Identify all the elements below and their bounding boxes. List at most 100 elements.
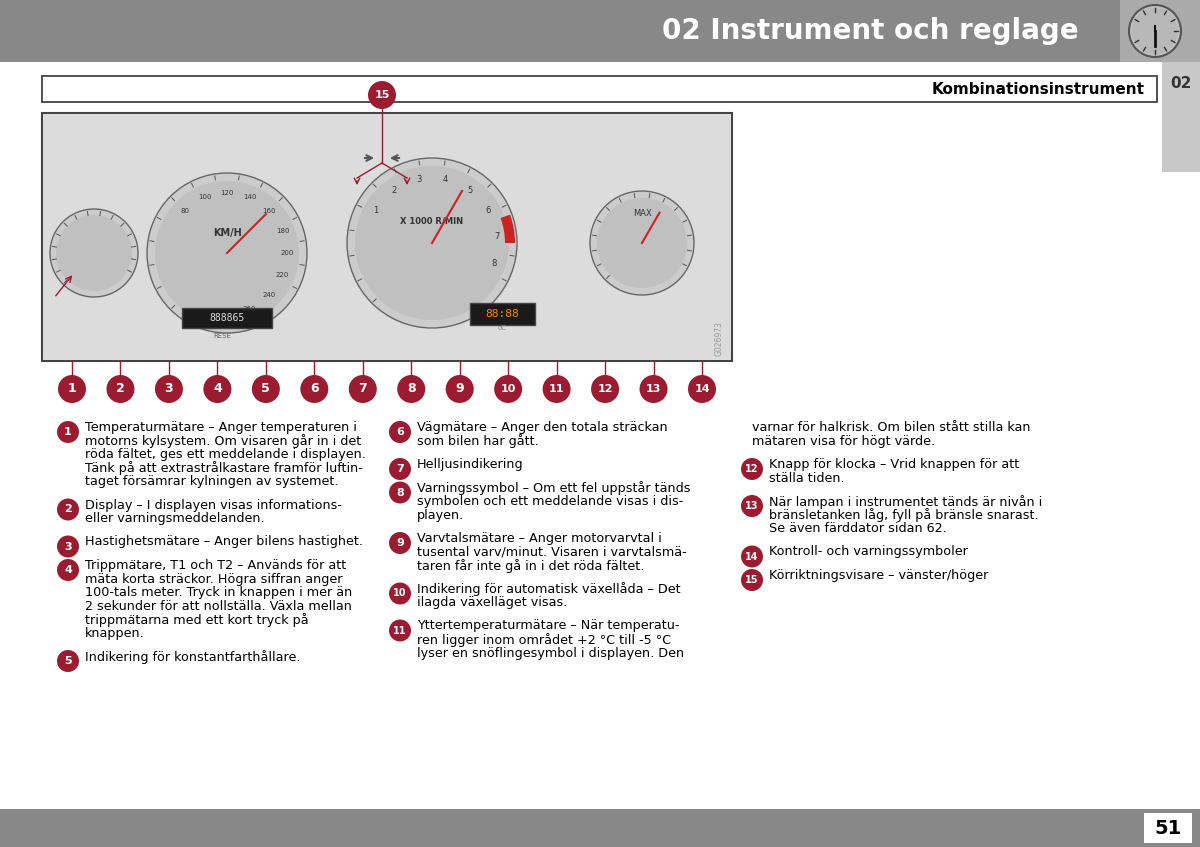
Text: lyser en snöflingesymbol i displayen. Den: lyser en snöflingesymbol i displayen. De… — [418, 646, 684, 660]
Text: 2: 2 — [116, 383, 125, 396]
Text: KM/H: KM/H — [212, 228, 241, 238]
Text: 100-tals meter. Tryck in knappen i mer än: 100-tals meter. Tryck in knappen i mer ä… — [85, 586, 353, 599]
Text: 5: 5 — [468, 185, 473, 195]
Circle shape — [50, 209, 138, 297]
Text: 140: 140 — [242, 194, 256, 201]
Circle shape — [742, 495, 763, 517]
Circle shape — [155, 375, 182, 403]
Text: 10: 10 — [500, 384, 516, 394]
Text: 11: 11 — [548, 384, 564, 394]
Text: 14: 14 — [745, 551, 758, 562]
Circle shape — [389, 458, 410, 480]
Text: symbolen och ett meddelande visas i dis-: symbolen och ett meddelande visas i dis- — [418, 495, 683, 508]
Circle shape — [155, 181, 299, 325]
Text: 2 sekunder för att nollställa. Växla mellan: 2 sekunder för att nollställa. Växla mel… — [85, 600, 352, 612]
Text: 8: 8 — [396, 488, 404, 497]
Text: 9: 9 — [396, 538, 404, 548]
Text: X 1000 R/MIN: X 1000 R/MIN — [401, 217, 463, 225]
Text: 200: 200 — [281, 250, 294, 256]
Text: 51: 51 — [1154, 818, 1182, 838]
Circle shape — [58, 650, 79, 672]
Text: 7: 7 — [396, 464, 404, 474]
Text: 5: 5 — [262, 383, 270, 396]
Text: eller varningsmeddelanden.: eller varningsmeddelanden. — [85, 512, 265, 525]
Text: 8: 8 — [407, 383, 415, 396]
Circle shape — [56, 215, 132, 291]
Text: 3: 3 — [64, 541, 72, 551]
Text: 2: 2 — [391, 185, 396, 195]
Text: 1: 1 — [67, 383, 77, 396]
Text: 7: 7 — [494, 232, 499, 241]
Text: Tänk på att extrastrålkastare framför luftin-: Tänk på att extrastrålkastare framför lu… — [85, 462, 362, 475]
Text: motorns kylsystem. Om visaren går in i det: motorns kylsystem. Om visaren går in i d… — [85, 435, 361, 448]
Text: Trippmätare, T1 och T2 – Används för att: Trippmätare, T1 och T2 – Används för at… — [85, 559, 347, 572]
Circle shape — [598, 198, 686, 288]
Text: Temperaturmätare – Anger temperaturen i: Temperaturmätare – Anger temperaturen i — [85, 421, 356, 434]
Text: 88:88: 88:88 — [485, 309, 518, 319]
Text: 1: 1 — [373, 206, 378, 215]
Circle shape — [203, 375, 232, 403]
Text: 13: 13 — [646, 384, 661, 394]
Text: 15: 15 — [374, 90, 390, 100]
Circle shape — [148, 173, 307, 333]
Text: Indikering för konstantfarthållare.: Indikering för konstantfarthållare. — [85, 650, 300, 664]
Bar — [470, 303, 535, 325]
Text: 7: 7 — [359, 383, 367, 396]
Text: ställa tiden.: ställa tiden. — [769, 472, 845, 484]
Text: 888865: 888865 — [209, 313, 245, 323]
Text: Varningssymbol – Om ett fel uppstår tänds: Varningssymbol – Om ett fel uppstår tänd… — [418, 481, 690, 495]
Bar — [0, 0, 1120, 62]
Circle shape — [58, 375, 86, 403]
Text: 1: 1 — [64, 427, 72, 437]
Text: 180: 180 — [276, 228, 289, 234]
Text: Körriktningsvisare – vänster/höger: Körriktningsvisare – vänster/höger — [769, 569, 989, 582]
Text: Vägmätare – Anger den totala sträckan: Vägmätare – Anger den totala sträckan — [418, 421, 667, 434]
Text: Helljusindikering: Helljusindikering — [418, 458, 523, 471]
Text: Knapp för klocka – Vrid knappen för att: Knapp för klocka – Vrid knappen för att — [769, 458, 1019, 471]
Text: 260: 260 — [242, 306, 256, 312]
Text: 02 Instrument och reglage: 02 Instrument och reglage — [661, 17, 1079, 45]
Circle shape — [389, 421, 410, 443]
Circle shape — [397, 375, 425, 403]
Text: röda fältet, ges ett meddelande i displayen.: röda fältet, ges ett meddelande i displa… — [85, 448, 366, 461]
Bar — [42, 113, 732, 361]
Text: Hastighetsmätare – Anger bilens hastighet.: Hastighetsmätare – Anger bilens hastighe… — [85, 535, 364, 549]
Circle shape — [300, 375, 329, 403]
Circle shape — [688, 375, 716, 403]
Text: 160: 160 — [263, 208, 276, 213]
Text: 02: 02 — [1170, 76, 1192, 91]
Text: taren får inte gå in i det röda fältet.: taren får inte gå in i det röda fältet. — [418, 559, 644, 573]
Circle shape — [355, 166, 509, 320]
Text: ilagda växelläget visas.: ilagda växelläget visas. — [418, 596, 568, 609]
Bar — [44, 115, 730, 359]
Circle shape — [542, 375, 571, 403]
Circle shape — [389, 481, 410, 503]
Circle shape — [1132, 8, 1178, 54]
Bar — [0, 62, 1162, 809]
Circle shape — [742, 569, 763, 591]
Text: bränsletanken låg, fyll på bränsle snarast.: bränsletanken låg, fyll på bränsle snara… — [769, 508, 1039, 523]
Text: 4: 4 — [443, 175, 448, 184]
Text: Yttertemperaturmätare – När temperatu-: Yttertemperaturmätare – När temperatu- — [418, 619, 679, 633]
Text: När lampan i instrumentet tänds är nivån i: När lampan i instrumentet tänds är nivån… — [769, 495, 1043, 509]
Circle shape — [252, 375, 280, 403]
Text: ren ligger inom området +2 °C till -5 °C: ren ligger inom området +2 °C till -5 °C — [418, 633, 671, 647]
Text: varnar för halkrisk. Om bilen stått stilla kan: varnar för halkrisk. Om bilen stått stil… — [752, 421, 1031, 434]
Circle shape — [389, 583, 410, 605]
Text: 6: 6 — [486, 206, 491, 215]
Circle shape — [347, 158, 517, 328]
Text: playen.: playen. — [418, 508, 464, 522]
Circle shape — [742, 545, 763, 567]
Bar — [0, 809, 1200, 847]
Text: Indikering för automatisk växellåda – Det: Indikering för automatisk växellåda – De… — [418, 583, 680, 596]
Text: 9: 9 — [455, 383, 464, 396]
Text: Display – I displayen visas informations-: Display – I displayen visas informations… — [85, 499, 342, 512]
Text: 6: 6 — [310, 383, 319, 396]
Circle shape — [349, 375, 377, 403]
Text: 4: 4 — [64, 565, 72, 575]
Circle shape — [107, 375, 134, 403]
Wedge shape — [500, 214, 515, 243]
Text: Kontroll- och varningssymboler: Kontroll- och varningssymboler — [769, 545, 968, 558]
Text: 10: 10 — [394, 589, 407, 599]
Text: 4: 4 — [214, 383, 222, 396]
